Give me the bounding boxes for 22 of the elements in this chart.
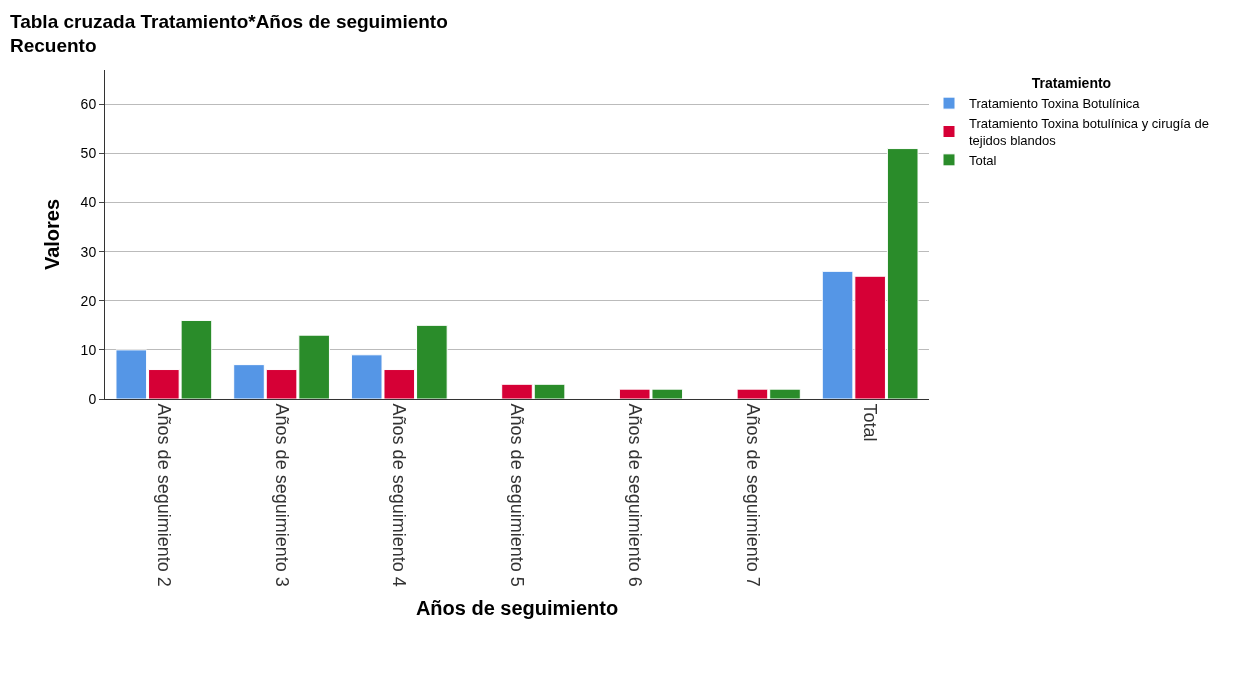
y-tick-label: 30 bbox=[80, 243, 97, 260]
legend-label: Tratamiento Toxina botulínica y cirugía de tejidos blandos bbox=[969, 116, 1209, 149]
y-tick-label: 50 bbox=[80, 145, 97, 162]
x-tick-label: Años de seguimiento 7 bbox=[742, 403, 763, 587]
x-tick-label: Años de seguimiento 3 bbox=[271, 403, 292, 587]
x-axis-title: Años de seguimiento bbox=[415, 597, 619, 620]
chart-subtitle: Recuento bbox=[9, 35, 97, 57]
legend-label: Tratamiento Toxina Botulínica bbox=[969, 96, 1141, 112]
y-tick-label: 60 bbox=[80, 96, 97, 113]
chart-title: Tabla cruzada Tratamiento*Años de seguimiento bbox=[9, 10, 448, 32]
legend-title: Tratamiento bbox=[1031, 75, 1112, 92]
x-tick-label: Años de seguimiento 2 bbox=[154, 403, 175, 587]
y-tick-label: 40 bbox=[80, 194, 97, 211]
x-tick-label: Años de seguimiento 5 bbox=[507, 403, 528, 587]
x-tick-label: Total bbox=[860, 403, 881, 442]
x-tick-label: Años de seguimiento 6 bbox=[624, 403, 645, 587]
y-tick-label: 0 bbox=[88, 390, 97, 407]
x-tick-label: Años de seguimiento 4 bbox=[389, 403, 410, 587]
y-tick-label: 10 bbox=[80, 341, 97, 358]
y-tick-label: 20 bbox=[80, 292, 97, 309]
legend-label: Total bbox=[969, 152, 997, 168]
y-axis-title: Valores bbox=[41, 198, 64, 271]
